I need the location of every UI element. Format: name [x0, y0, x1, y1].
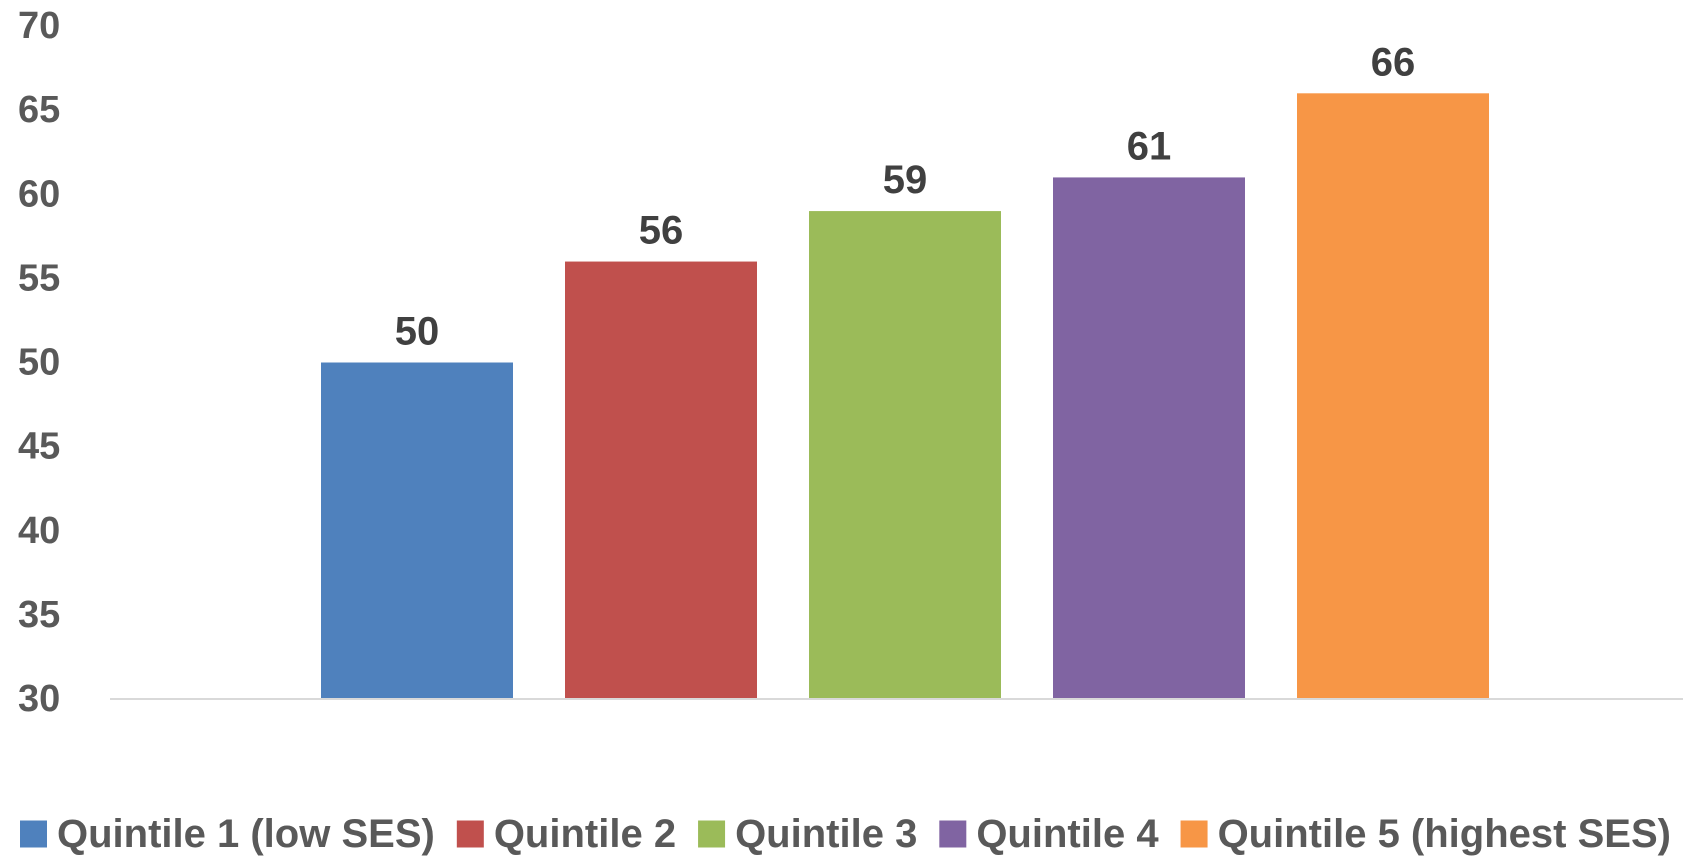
legend: Quintile 1 (low SES) Quintile 2 Quintile 3… [20, 812, 1671, 856]
y-tick-label: 60 [18, 173, 60, 215]
y-tick-label: 65 [18, 89, 60, 131]
data-label-2: 56 [639, 209, 684, 253]
legend-item-1: Quintile 1 (low SES) [20, 812, 435, 856]
data-label-5: 66 [1371, 40, 1416, 84]
legend-swatch [20, 820, 47, 848]
bar-4 [1053, 177, 1245, 700]
bar-1 [321, 362, 513, 699]
legend-label: Quintile 2 [494, 812, 676, 856]
y-tick-label: 35 [18, 594, 60, 636]
bar-2 [565, 261, 757, 699]
y-tick-label: 50 [18, 342, 60, 384]
y-tick-label: 45 [18, 426, 60, 468]
legend-swatch [1180, 820, 1208, 848]
data-label-1: 50 [395, 310, 440, 354]
data-label-3: 59 [883, 158, 928, 202]
legend-item-5: Quintile 5 (highest SES) [1180, 812, 1671, 856]
legend-swatch [698, 820, 726, 848]
data-label-4: 61 [1127, 124, 1172, 168]
y-tick-label: 30 [18, 678, 60, 720]
y-tick-label: 70 [18, 5, 60, 47]
bars [321, 93, 1489, 700]
y-tick-label: 55 [18, 257, 60, 299]
legend-label: Quintile 4 [976, 812, 1159, 856]
legend-item-3: Quintile 3 [698, 812, 917, 856]
legend-item-4: Quintile 4 [939, 812, 1159, 856]
bar-3 [809, 211, 1001, 699]
y-axis: 30 35 40 45 50 55 60 65 70 [18, 5, 60, 720]
legend-swatch [456, 820, 484, 848]
data-labels: 50 56 59 61 66 [395, 40, 1416, 353]
bar-5 [1297, 93, 1489, 700]
legend-label: Quintile 1 (low SES) [57, 812, 435, 856]
legend-swatch [939, 820, 967, 848]
legend-label: Quintile 5 (highest SES) [1218, 812, 1671, 856]
legend-label: Quintile 3 [735, 812, 917, 856]
y-tick-label: 40 [18, 510, 60, 552]
legend-item-2: Quintile 2 [456, 812, 676, 856]
